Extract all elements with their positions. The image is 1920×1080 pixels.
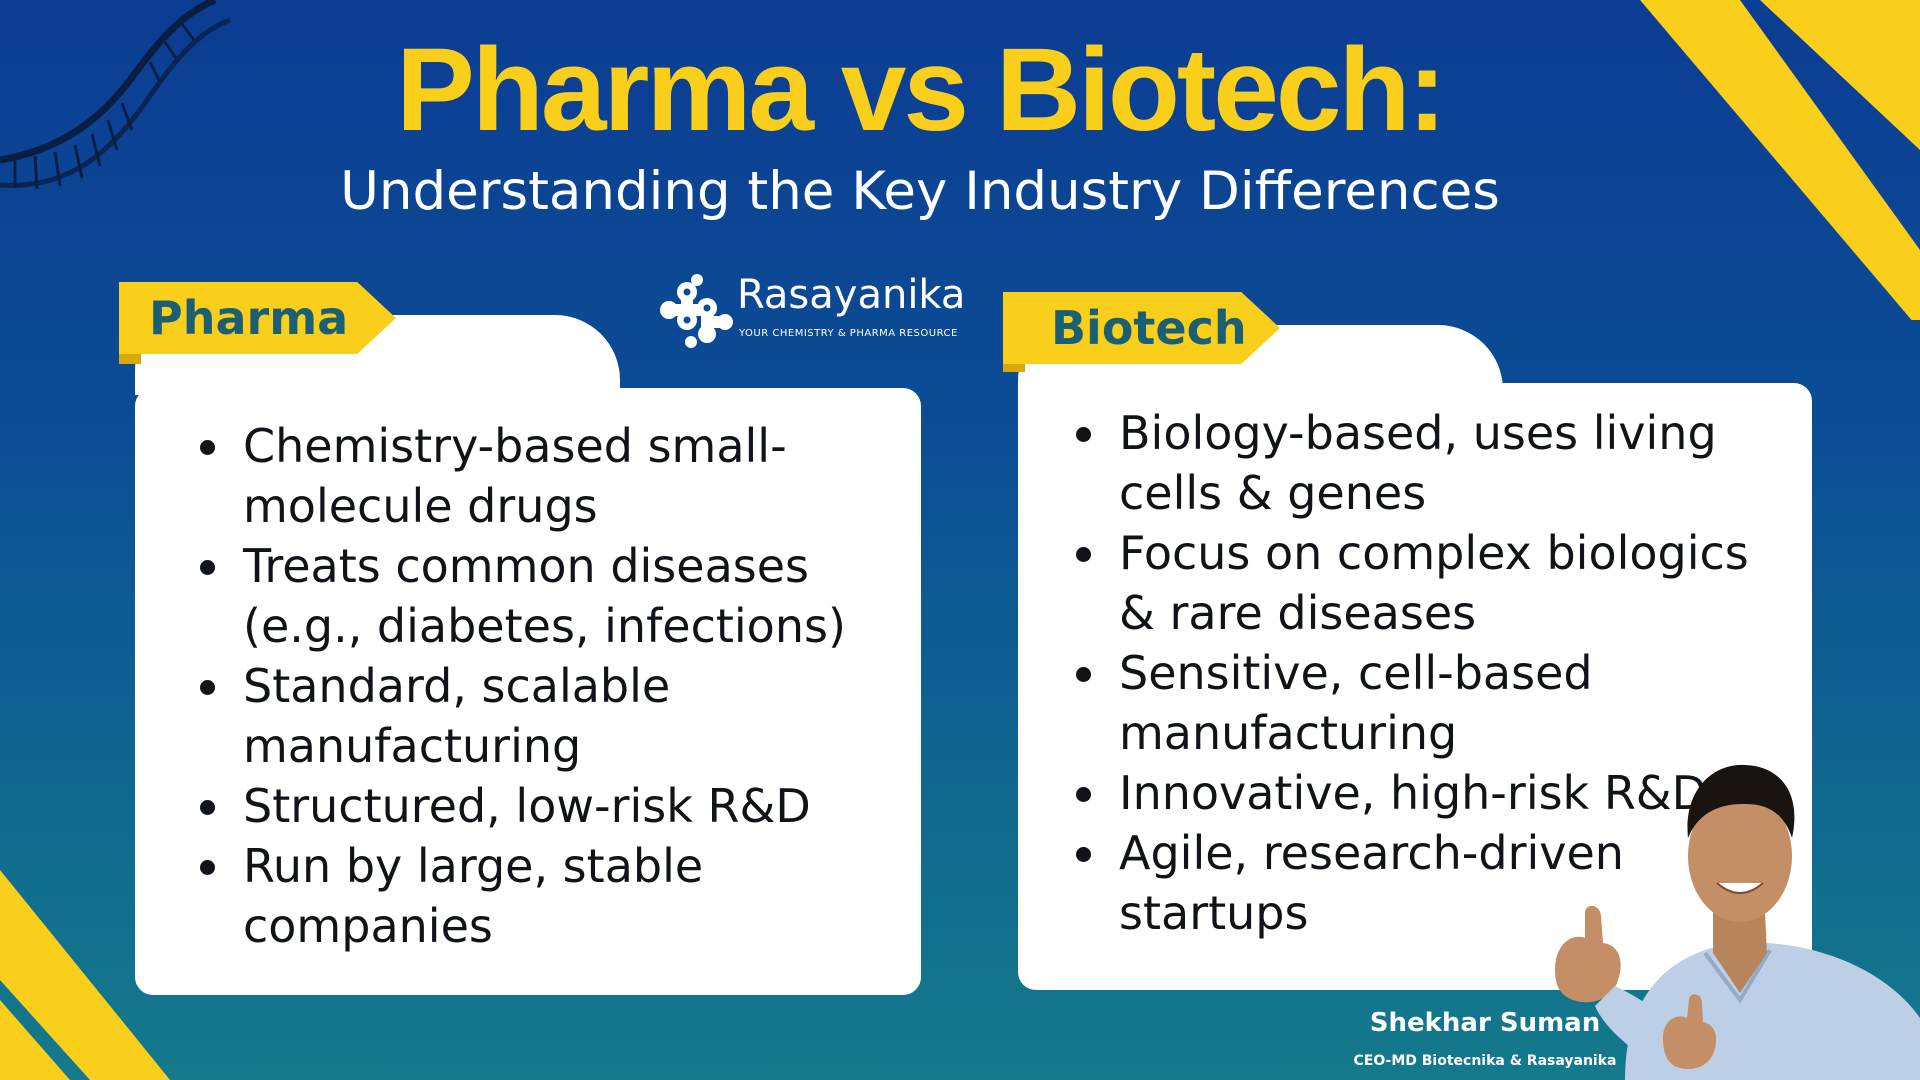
biotech-list: Biology-based, uses living cells & genes… [1076,403,1776,943]
list-item: Structured, low-risk R&D [200,776,900,836]
bullet-icon [1076,427,1091,442]
pharma-card [135,388,921,995]
bullet-icon [1076,667,1091,682]
presenter-name: Shekhar Suman [1369,1008,1601,1038]
bullet-icon [200,680,215,695]
bullet-icon [1076,547,1091,562]
list-item: Biology-based, uses living cells & genes [1076,403,1776,523]
bullet-icon [1076,847,1091,862]
list-item: Sensitive, cell-based manufacturing [1076,643,1776,763]
list-item: Run by large, stable companies [200,836,900,956]
list-item: Chemistry-based small-molecule drugs [200,416,900,536]
rasayanika-logo: Rasayanika YOUR CHEMISTRY & PHARMA RESOU… [655,272,975,352]
presenter-photo [1555,764,1920,1080]
pharma-label: Pharma [119,282,396,354]
molecule-logo-icon [660,274,733,348]
bullet-icon [200,440,215,455]
list-item: Focus on complex biologics & rare diseas… [1076,523,1776,643]
bullet-icon [200,560,215,575]
yellow-stripe-bottom-left [0,870,170,1080]
pharma-list: Chemistry-based small-molecule drugs Tre… [200,416,900,956]
logo-name: Rasayanika [737,272,966,318]
biotech-card [1018,383,1812,990]
page-title: Pharma vs Biotech: [396,24,1447,156]
bullet-icon [200,800,215,815]
list-item: Agile, research-driven startups [1076,823,1776,943]
logo-tagline: YOUR CHEMISTRY & PHARMA RESOURCE [739,328,958,339]
bullet-icon [1076,787,1091,802]
presenter-title: CEO-MD Biotecnika & Rasayanika [1353,1053,1617,1069]
list-item: Innovative, high-risk R&D [1076,763,1776,823]
list-item: Standard, scalable manufacturing [200,656,900,776]
biotech-label: Biotech [1003,292,1280,364]
dna-helix-icon [0,0,230,190]
yellow-stripe-top-right [1640,0,1920,320]
bullet-icon [200,860,215,875]
list-item: Treats common diseases (e.g., diabetes, … [200,536,900,656]
page-subtitle: Understanding the Key Industry Differenc… [340,161,1500,222]
